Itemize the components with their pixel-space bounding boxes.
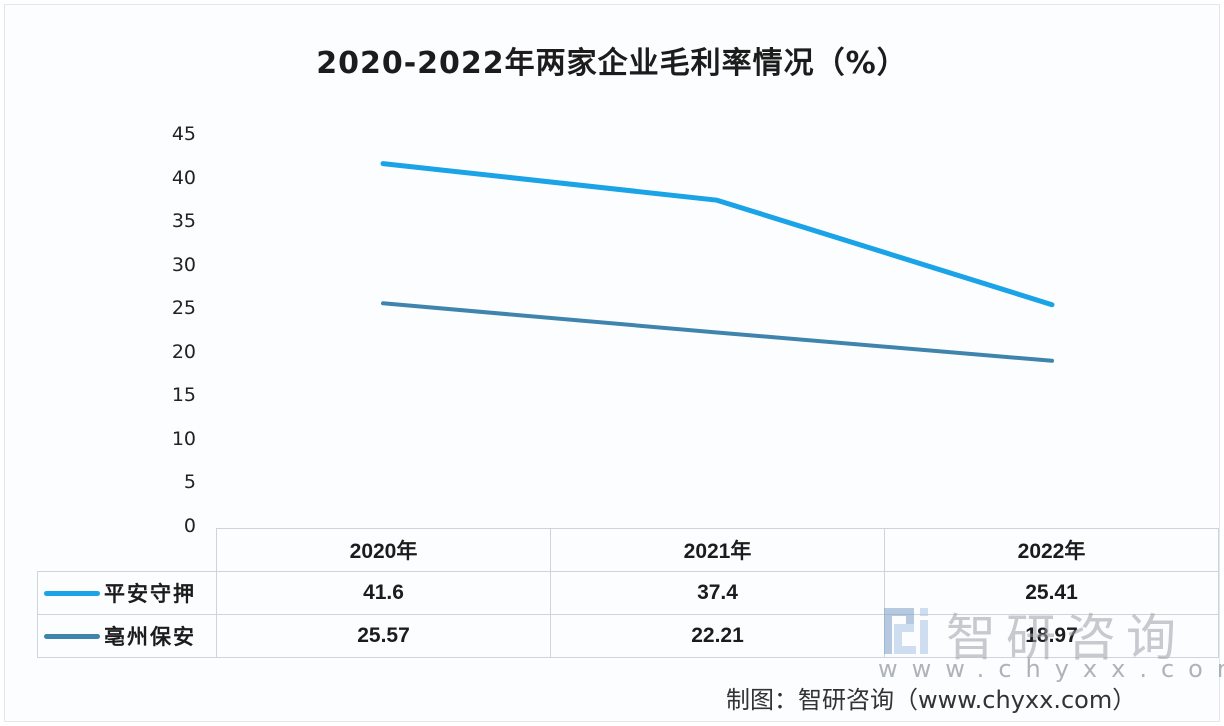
y-tick: 40	[171, 167, 196, 189]
watermark-url: www.chyxx.com	[878, 655, 1224, 683]
table-row: 亳州保安 25.57 22.21 18.97	[37, 614, 1219, 658]
data-table: 2020年 2021年 2022年 平安守押 41.6 37.4 25.41 亳…	[37, 528, 1219, 658]
y-tick: 25	[171, 297, 196, 319]
y-tick: 30	[171, 254, 196, 276]
y-tick: 35	[171, 210, 196, 232]
y-tick: 15	[171, 384, 196, 406]
table-header-row: 2020年 2021年 2022年	[37, 528, 1219, 572]
table-corner	[37, 528, 217, 572]
table-cell: 25.57	[216, 614, 551, 658]
table-header-cell: 2020年	[216, 528, 551, 572]
line-series-pingan	[380, 161, 1055, 308]
table-cell: 37.4	[550, 571, 885, 615]
line-series-bozhou	[381, 301, 1054, 363]
legend-label: 平安守押	[104, 582, 196, 606]
legend-line-icon	[44, 633, 100, 639]
legend-item-bozhou: 亳州保安	[37, 614, 217, 658]
watermark-name: 智研咨询	[946, 609, 1186, 667]
watermark-logo-icon	[884, 608, 928, 654]
y-tick: 10	[171, 428, 196, 450]
source-note: 制图：智研咨询（www.chyxx.com）	[726, 686, 1137, 714]
legend-item-pingan: 平安守押	[37, 571, 217, 615]
table-cell: 22.21	[550, 614, 885, 658]
table-cell: 18.97	[884, 614, 1219, 658]
legend-line-icon	[44, 590, 100, 596]
y-tick: 5	[183, 471, 196, 493]
table-header-cell: 2022年	[884, 528, 1219, 572]
y-tick: 45	[171, 123, 196, 145]
table-row: 平安守押 41.6 37.4 25.41	[37, 571, 1219, 615]
table-header-cell: 2021年	[550, 528, 885, 572]
y-tick: 20	[171, 341, 196, 363]
chart-title: 2020-2022年两家企业毛利率情况（%）	[316, 46, 908, 81]
legend-label: 亳州保安	[104, 625, 196, 649]
table-cell: 41.6	[216, 571, 551, 615]
